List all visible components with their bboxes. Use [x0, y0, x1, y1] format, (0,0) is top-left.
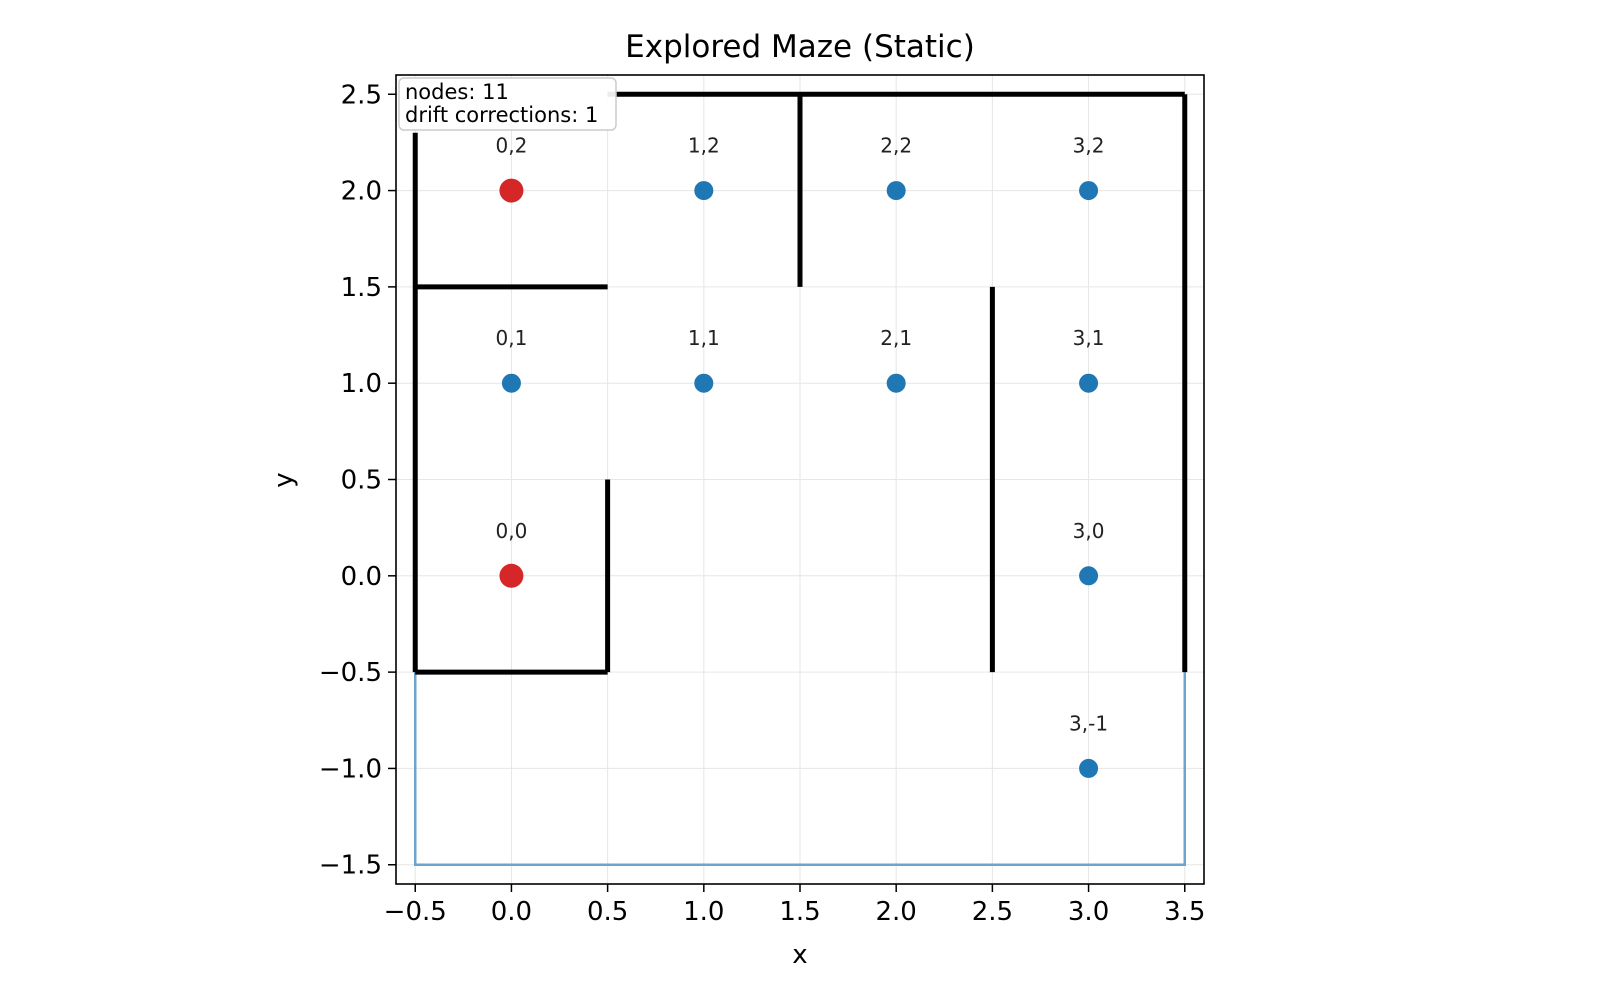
node-label: 3,2 [1073, 134, 1105, 158]
node-label: 1,1 [688, 326, 720, 350]
chart-title: Explored Maze (Static) [625, 29, 975, 65]
y-tick-label: −0.5 [319, 658, 382, 688]
node-point [1079, 758, 1099, 778]
node-label: 3,1 [1073, 326, 1105, 350]
node-label: 0,1 [496, 326, 528, 350]
node-point [694, 181, 714, 201]
maze-walls [412, 91, 1188, 675]
y-tick-label: 0.0 [341, 562, 382, 592]
node-point [1079, 181, 1099, 201]
node-point [1079, 373, 1099, 393]
info-box-frame [398, 77, 617, 131]
y-tick-label: 2.0 [341, 177, 382, 207]
x-tick-label: 1.0 [683, 897, 724, 927]
node-label: 2,2 [880, 134, 912, 158]
y-tick-label: −1.5 [319, 851, 382, 881]
node-label: 2,1 [880, 326, 912, 350]
y-tick-label: 1.5 [341, 273, 382, 303]
node-point [694, 373, 714, 393]
y-tick-label: 2.5 [341, 80, 382, 110]
node-label: 3,0 [1073, 519, 1105, 543]
info-nodes-count: nodes: 11 [405, 80, 509, 104]
x-tick-label: 0.0 [491, 897, 532, 927]
y-axis-label: y [269, 472, 299, 487]
info-drift-corrections: drift corrections: 1 [405, 103, 598, 127]
boundary-line [413, 672, 1187, 866]
node-point [1079, 566, 1099, 586]
maze-nodes: 0,2 1,2 2,2 3,2 0,1 1,1 2,1 3,1 0,0 3,0 3,-1 [496, 134, 1108, 778]
info-box: nodes: 11 drift corrections: 1 [398, 77, 617, 131]
node-label: 1,2 [688, 134, 720, 158]
y-tick-label: 0.5 [341, 466, 382, 496]
x-tick-label: 2.0 [876, 897, 917, 927]
x-tick-label: 3.0 [1068, 897, 1109, 927]
x-tick-label: 2.5 [972, 897, 1013, 927]
x-axis-label: x [792, 940, 807, 970]
node-point [886, 181, 906, 201]
x-tick-label: 3.5 [1164, 897, 1205, 927]
axis-ticks: −0.5 0.0 0.5 1.0 1.5 2.0 2.5 3.0 3.5 2.5 2.0 1.5 1.0… [319, 80, 1206, 927]
node-label: 0,2 [496, 134, 528, 158]
special-node-point [499, 563, 524, 588]
node-point [501, 373, 521, 393]
node-label: 3,-1 [1069, 711, 1108, 735]
x-tick-label: 1.5 [779, 897, 820, 927]
node-point [886, 373, 906, 393]
y-tick-label: 1.0 [341, 369, 382, 399]
node-label: 0,0 [496, 519, 528, 543]
special-node-point [499, 178, 524, 203]
explored-boundary [413, 672, 1187, 866]
x-tick-label: 0.5 [587, 897, 628, 927]
y-tick-label: −1.0 [319, 754, 382, 784]
x-tick-label: −0.5 [384, 897, 447, 927]
